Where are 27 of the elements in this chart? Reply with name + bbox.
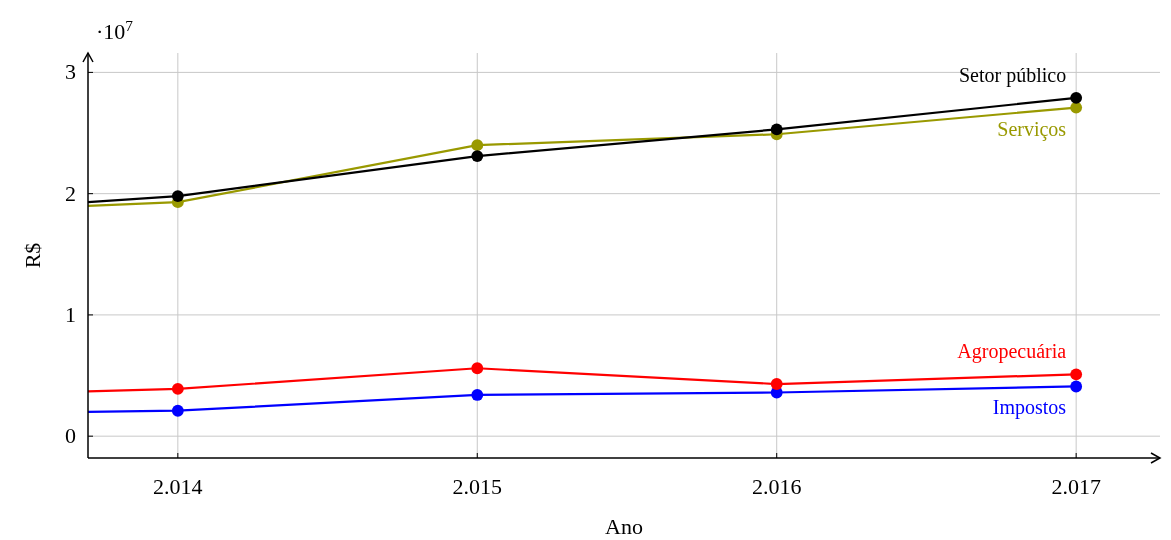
point	[471, 362, 484, 375]
x-tick-label: 2.017	[1051, 474, 1101, 499]
point	[770, 378, 783, 390]
point	[1070, 368, 1083, 381]
series-label: Agropecuária	[957, 340, 1067, 364]
y-axis-title: R$	[20, 242, 45, 269]
y-tick-label: 2	[65, 180, 76, 206]
point	[171, 404, 184, 417]
y-tick-label: 1	[65, 301, 76, 327]
point	[471, 389, 484, 401]
x-tick-label: 2.016	[751, 474, 802, 499]
point	[471, 150, 484, 162]
point	[471, 139, 484, 152]
point	[171, 382, 184, 395]
series-label: Serviços	[997, 117, 1067, 141]
text: ·10$^{7}$	[96, 16, 134, 44]
point	[770, 123, 783, 136]
x-axis-title: Ano	[605, 514, 643, 539]
series-label: Impostos	[992, 396, 1067, 420]
series-label: Setor público	[958, 63, 1067, 87]
point	[1070, 91, 1083, 104]
y-tick-label: 0	[65, 423, 76, 449]
point	[171, 190, 184, 202]
y-tick-label: 3	[65, 59, 76, 85]
x-tick-label: 2.014	[153, 474, 203, 499]
point	[1070, 380, 1083, 393]
x-tick-label: 2.015	[452, 474, 503, 499]
